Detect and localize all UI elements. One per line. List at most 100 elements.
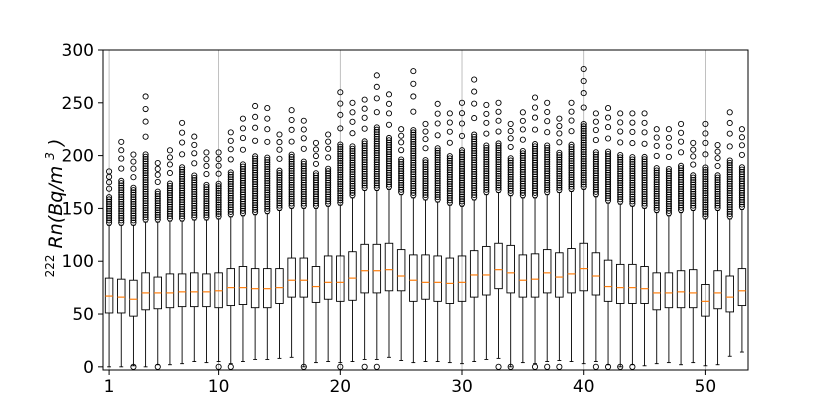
outlier-point bbox=[385, 153, 393, 160]
outlier-point-max bbox=[422, 120, 429, 127]
outlier-point bbox=[361, 105, 368, 112]
outlier-point bbox=[544, 186, 551, 193]
outlier-point bbox=[166, 194, 173, 201]
outlier-point bbox=[641, 181, 648, 188]
outlier-point bbox=[556, 159, 563, 166]
outlier-point bbox=[373, 166, 380, 173]
outlier-point bbox=[179, 173, 186, 180]
outlier-point bbox=[361, 175, 368, 182]
outlier-point bbox=[142, 153, 149, 160]
outlier-point bbox=[106, 212, 113, 219]
outlier-point bbox=[690, 176, 697, 184]
outlier-point bbox=[471, 154, 478, 161]
outlier-point bbox=[276, 169, 283, 177]
outlier-point bbox=[337, 199, 344, 206]
outlier-point bbox=[288, 177, 295, 184]
outlier-point bbox=[665, 196, 672, 203]
outlier-point bbox=[422, 145, 429, 152]
box bbox=[689, 269, 698, 309]
outlier-point bbox=[130, 219, 137, 226]
outlier-point bbox=[252, 164, 259, 172]
outlier-point bbox=[629, 156, 636, 163]
outlier-point bbox=[166, 180, 173, 187]
outlier-point bbox=[471, 173, 478, 180]
outlier-point-max bbox=[702, 120, 709, 127]
outlier-point bbox=[434, 159, 441, 166]
outlier-point bbox=[458, 175, 466, 182]
outlier-point bbox=[191, 202, 198, 209]
outlier-point bbox=[203, 212, 210, 219]
outlier-point bbox=[690, 181, 697, 188]
outlier-point bbox=[191, 188, 198, 195]
outlier-point bbox=[483, 163, 490, 170]
outlier-point bbox=[191, 177, 198, 184]
outlier-point bbox=[227, 176, 234, 183]
outlier-point bbox=[154, 193, 161, 200]
y-axis-label-exponent: 3 bbox=[43, 152, 57, 160]
outlier-point bbox=[325, 200, 332, 207]
outlier-point bbox=[398, 179, 405, 186]
outlier-point bbox=[641, 193, 648, 200]
outlier-point bbox=[653, 202, 660, 209]
outlier-point bbox=[580, 77, 587, 85]
outlier-point bbox=[106, 214, 113, 222]
outlier-point bbox=[142, 174, 149, 181]
outlier-point bbox=[179, 164, 186, 171]
outlier-point bbox=[434, 163, 441, 170]
outlier-point-max bbox=[312, 139, 320, 146]
outlier-point bbox=[471, 189, 478, 196]
outlier-point bbox=[458, 132, 466, 139]
outlier-point bbox=[592, 160, 599, 168]
outlier-point bbox=[544, 168, 551, 175]
outlier-point bbox=[446, 162, 453, 169]
outlier-point bbox=[458, 186, 466, 193]
outlier-point bbox=[203, 202, 210, 209]
outlier-point-max bbox=[373, 72, 380, 79]
outlier-point bbox=[556, 152, 563, 159]
outlier-point bbox=[203, 186, 210, 193]
outlier-point bbox=[166, 154, 173, 161]
outlier-point bbox=[471, 147, 478, 154]
outlier-point bbox=[641, 153, 648, 161]
outlier-point bbox=[410, 148, 417, 155]
outlier-point bbox=[203, 200, 210, 207]
outlier-point bbox=[446, 187, 453, 195]
outlier-point bbox=[252, 192, 259, 199]
y-tick-label: 250 bbox=[62, 94, 94, 114]
outlier-point bbox=[483, 147, 490, 154]
outlier-point bbox=[738, 175, 745, 183]
outlier-point bbox=[471, 191, 478, 199]
outlier-point bbox=[617, 159, 624, 166]
outlier-point bbox=[617, 154, 624, 161]
outlier-point bbox=[130, 158, 137, 165]
outlier-point bbox=[641, 172, 648, 179]
outlier-point bbox=[434, 120, 441, 127]
outlier-point bbox=[665, 193, 672, 200]
outlier-point bbox=[714, 174, 721, 181]
outlier-point bbox=[738, 173, 745, 180]
outlier-point bbox=[702, 210, 709, 218]
outlier-point bbox=[142, 195, 149, 202]
outlier-point bbox=[495, 175, 502, 182]
outlier-point bbox=[519, 180, 526, 187]
outlier-point bbox=[239, 205, 247, 212]
outlier-point bbox=[410, 161, 417, 169]
outlier-point bbox=[641, 174, 648, 181]
outlier-point bbox=[361, 170, 368, 177]
outlier-point-low bbox=[531, 363, 539, 370]
outlier-point bbox=[653, 188, 660, 195]
outlier-point bbox=[726, 213, 733, 220]
outlier-point bbox=[604, 153, 612, 160]
outlier-point bbox=[592, 127, 599, 134]
outlier-point bbox=[495, 152, 502, 159]
outlier-point bbox=[325, 191, 332, 198]
outlier-point bbox=[385, 167, 393, 174]
outlier-point bbox=[227, 185, 234, 192]
outlier-point bbox=[714, 181, 721, 188]
outlier-point bbox=[252, 206, 259, 213]
outlier-point bbox=[641, 140, 648, 147]
outlier-point-max bbox=[726, 109, 733, 116]
outlier-point bbox=[410, 145, 417, 152]
outlier-point bbox=[617, 128, 624, 135]
outlier-point bbox=[118, 189, 125, 196]
